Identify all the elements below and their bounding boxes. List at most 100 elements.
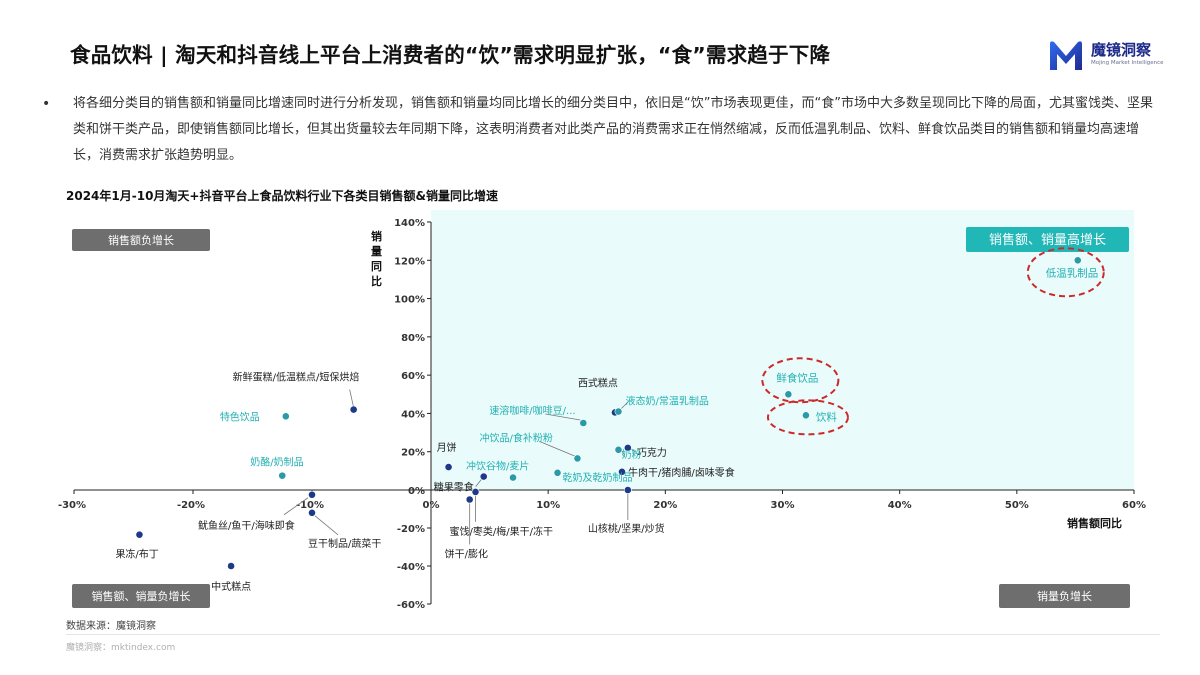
logo-m-icon: [1050, 41, 1082, 70]
data-point: [308, 490, 316, 499]
data-point: [573, 454, 582, 463]
data-point: [135, 530, 144, 539]
quadrant-bottom-left-badge: [72, 584, 210, 608]
data-point: [623, 443, 632, 452]
leader-line: [349, 389, 355, 408]
data-label: 巧克力: [637, 446, 667, 459]
footer-divider: [66, 634, 1160, 635]
data-label: 乾奶及乾奶制品: [563, 471, 633, 484]
bullet-dot-icon: •: [42, 96, 51, 112]
highlight-circle-beverage: [766, 399, 849, 436]
x-tick-label: 20%: [653, 500, 677, 511]
data-label: 豆干制品/蔬菜干: [308, 537, 381, 550]
x-tick-label: -20%: [177, 500, 205, 511]
y-tick-label: 0%: [408, 486, 425, 497]
bullet-text: 将各细分类目的销售额和销量同比增速同时进行分析发现，销售额和销量均同比增长的细分…: [73, 96, 1153, 163]
data-label: 饼干/膨化: [445, 548, 488, 561]
y-tick-label: -60%: [397, 600, 425, 611]
x-tick-label: 50%: [1005, 500, 1029, 511]
quadrant-bottom-right-badge: [999, 584, 1130, 608]
data-point: [614, 407, 623, 416]
x-tick-label: 30%: [771, 500, 795, 511]
data-point: [802, 411, 810, 420]
data-label: 月饼: [437, 441, 457, 454]
data-point: [281, 412, 290, 421]
data-label: 鱿鱼丝/鱼干/海味即食: [198, 519, 295, 532]
x-tick-label: 0%: [423, 500, 440, 511]
data-point: [553, 468, 562, 477]
data-point: [579, 419, 588, 427]
leader-line: [283, 497, 309, 516]
x-tick-label: 10%: [536, 500, 560, 511]
x-axis-label: 销售额同比: [1067, 516, 1122, 530]
data-label: 蜜饯/枣类/梅/果干/冻干: [450, 525, 553, 538]
leader-line: [621, 401, 629, 409]
quadrant-bottom-right-label: 销量负增长: [1037, 589, 1092, 603]
data-label: 新鲜蛋糕/低温糕点/短保烘焙: [233, 371, 360, 384]
y-tick-label: 140%: [394, 218, 425, 229]
footer-text: 魔镜洞察：mktindex.com: [66, 643, 176, 653]
data-label: 冲饮谷物/麦片: [466, 460, 529, 473]
highlight-circle-fresh-drink: [761, 357, 840, 404]
data-label: 冲饮品/食补粉粉: [479, 431, 552, 444]
leader-line: [314, 515, 339, 536]
y-tick-label: 20%: [401, 448, 425, 459]
logo-name: 魔镜洞察: [1091, 41, 1152, 59]
highlight-circle-dairy: [1026, 247, 1105, 298]
data-label: 果冻/布丁: [115, 548, 158, 561]
data-point: [444, 463, 453, 471]
y-tick-label: -20%: [397, 524, 425, 535]
quadrant-top-right-badge: [966, 227, 1129, 252]
data-point: [349, 405, 358, 414]
data-label: 山核桃/坚果/炒货: [588, 522, 665, 535]
x-tick-label: -10%: [296, 500, 324, 511]
quadrant-high-growth-area: [431, 210, 1134, 490]
data-label: 速溶咖啡/咖啡豆/...: [489, 404, 575, 417]
quadrant-top-left-label: 销售额负增长: [108, 233, 174, 247]
y-tick-label: 120%: [394, 256, 425, 267]
data-label: 西式糕点: [578, 376, 618, 389]
data-point: [471, 487, 480, 496]
logo-subtitle: Mojing Market Intelligence: [1091, 60, 1164, 66]
y-tick-label: 100%: [394, 295, 425, 306]
data-label: 特色饮品: [220, 410, 260, 423]
data-point: [784, 390, 793, 399]
data-label: 液态奶/常温乳制品: [625, 395, 708, 408]
leader-line: [539, 441, 576, 457]
data-label: 奶酪/奶制品: [250, 456, 303, 469]
data-label: 饮料: [816, 410, 837, 423]
quadrant-top-right-label: 销售额、销量高增长: [989, 232, 1106, 248]
quadrant-top-left-badge: [72, 229, 210, 251]
data-point: [479, 472, 488, 481]
data-point: [1073, 256, 1082, 265]
data-point: [623, 486, 632, 494]
data-label: 牛肉干/猪肉脯/卤味零食: [628, 466, 735, 479]
data-point: [509, 473, 517, 482]
y-tick-label: -40%: [397, 562, 425, 573]
data-point: [618, 467, 626, 476]
leader-line: [630, 448, 637, 453]
data-point: [308, 508, 316, 517]
quadrant-bottom-left-label: 销售额、销量负增长: [92, 589, 191, 603]
x-tick-label: -30%: [58, 500, 86, 511]
y-tick-label: 40%: [401, 409, 425, 420]
data-label: 糖果零食: [434, 481, 474, 494]
x-tick-label: 40%: [888, 500, 912, 511]
y-tick-label: 60%: [401, 371, 425, 382]
leader-line: [545, 413, 581, 421]
data-point: [278, 471, 287, 480]
data-label: 鲜食饮品: [776, 371, 818, 384]
source-text: 数据来源：魔镜洞察: [66, 621, 156, 632]
data-label: 低温乳制品: [1046, 266, 1099, 279]
data-point: [227, 562, 235, 570]
data-point: [465, 495, 474, 504]
y-tick-label: 80%: [401, 333, 425, 344]
x-tick-label: 60%: [1122, 500, 1146, 511]
data-point: [614, 445, 623, 454]
brand-logo: 魔镜洞察 Mojing Market Intelligence: [1046, 36, 1176, 76]
data-label: 中式糕点: [211, 580, 251, 593]
page-title: 食品饮料 | 淘天和抖音线上平台上消费者的“饮”需求明显扩张，“食”需求趋于下降: [70, 43, 831, 67]
chart-title: 2024年1月-10月淘天+抖音平台上食品饮料行业下各类目销售额&销量同比增速: [66, 189, 498, 203]
data-label: 奶粉: [621, 448, 641, 461]
